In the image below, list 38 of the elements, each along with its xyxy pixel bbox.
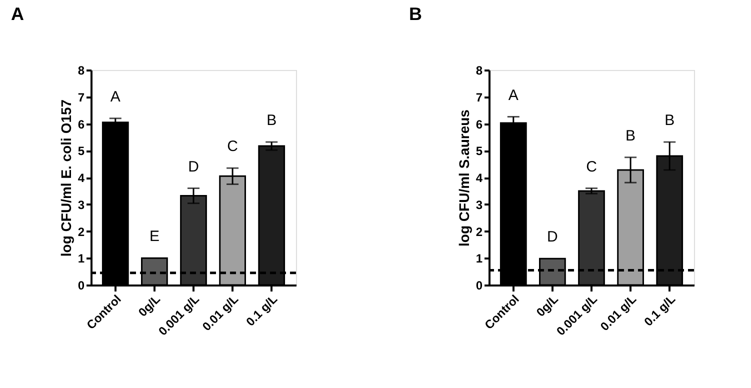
y-tick-label: 6 (476, 117, 483, 132)
y-tick-label: 8 (78, 64, 85, 78)
annotation: B (664, 112, 675, 130)
y-tick-label: 3 (78, 198, 85, 212)
y-tick-label: 4 (476, 171, 483, 185)
x-tick-label: 0.1 g/L (243, 292, 280, 329)
annotation: C (586, 158, 598, 176)
y-tick-label: 2 (78, 224, 85, 239)
y-tick-label: 1 (476, 252, 483, 266)
x-tick-label: 0.1 g/L (641, 292, 678, 329)
y-axis-title: log CFU/ml E. coli O157 (58, 99, 74, 257)
y-tick-label: 1 (78, 252, 85, 266)
y-tick-label: 4 (78, 171, 85, 185)
y-tick-label: 8 (476, 64, 483, 78)
y-tick-label: 5 (476, 144, 483, 158)
y-axis-title: log CFU/ml S.aureus (456, 109, 472, 246)
y-tick-label: 3 (476, 198, 483, 212)
annotation: D (188, 158, 200, 176)
annotation: E (149, 228, 160, 246)
annotation: A (110, 88, 120, 106)
annotation: D (547, 228, 558, 246)
annotation: B (266, 112, 277, 130)
annotation: B (626, 127, 636, 144)
chart-title: B (409, 4, 422, 24)
x-tick-label: 0.01 g/L (200, 292, 242, 334)
x-tick-label: 0.01 g/L (598, 292, 640, 334)
x-tick-label: 0g/L (136, 292, 163, 320)
y-tick-label: 7 (78, 90, 85, 104)
y-tick-label: 0 (476, 278, 483, 292)
y-tick-label: 2 (476, 224, 483, 239)
y-tick-label: 6 (78, 117, 85, 132)
y-tick-label: 0 (78, 278, 85, 292)
annotation: A (508, 86, 518, 104)
annotation: C (227, 138, 238, 156)
y-tick-label: 5 (78, 144, 85, 158)
chart-title: A (11, 4, 24, 24)
y-tick-label: 7 (476, 90, 483, 104)
x-tick-label: 0g/L (534, 292, 561, 320)
